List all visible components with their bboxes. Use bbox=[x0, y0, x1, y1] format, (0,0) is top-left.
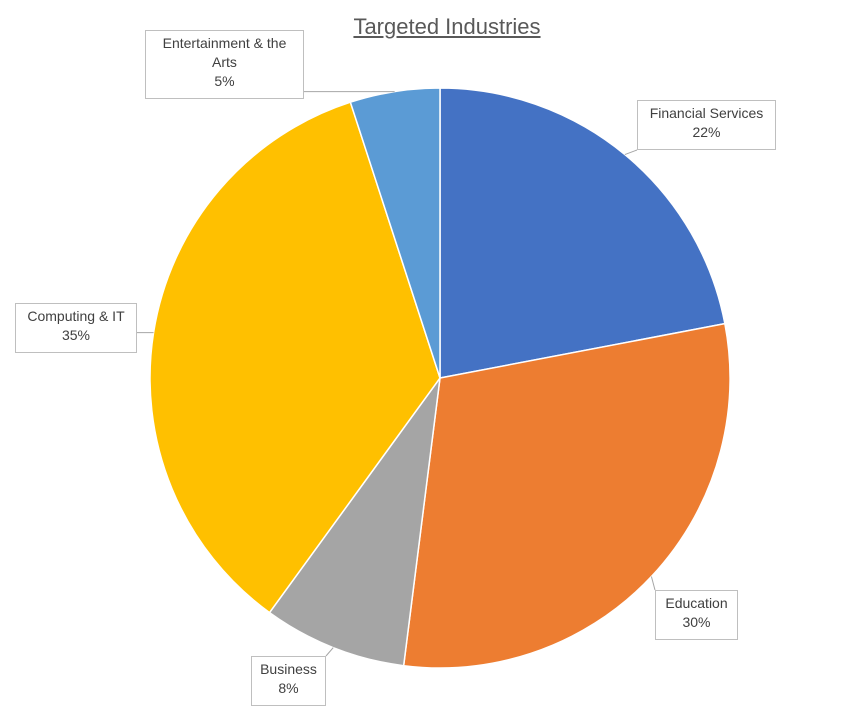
pie-slice-financial-services bbox=[439, 87, 726, 379]
pie-slice-entertainment-the-arts bbox=[349, 87, 441, 379]
data-label-value: 30% bbox=[682, 614, 711, 630]
data-label-value: 22% bbox=[692, 124, 721, 140]
pie-slice-education bbox=[402, 322, 731, 669]
data-label-computing-it: Computing & IT 35% bbox=[15, 303, 137, 353]
pie-slice-business bbox=[268, 377, 441, 667]
data-label-value: 5% bbox=[214, 73, 235, 89]
pie-slice-computing-it bbox=[149, 101, 441, 614]
data-label-value: 35% bbox=[61, 327, 91, 343]
data-label-financial-services: Financial Services 22% bbox=[637, 100, 776, 150]
data-label-name: Business bbox=[260, 661, 317, 677]
data-label-name: Entertainment & the Arts bbox=[162, 35, 287, 70]
leader-line-business bbox=[325, 647, 334, 657]
data-label-business: Business 8% bbox=[251, 656, 326, 706]
data-label-name: Education bbox=[665, 595, 728, 611]
data-label-education: Education 30% bbox=[655, 590, 738, 640]
data-label-name: Computing & IT bbox=[27, 308, 125, 324]
data-label-value: 8% bbox=[278, 680, 299, 696]
chart-title: Targeted Industries bbox=[353, 14, 541, 39]
leader-line-education bbox=[650, 576, 656, 591]
leader-line-financial-services bbox=[624, 149, 638, 156]
data-label-entertainment-arts: Entertainment & the Arts 5% bbox=[145, 30, 304, 99]
data-label-name: Financial Services bbox=[649, 105, 764, 121]
